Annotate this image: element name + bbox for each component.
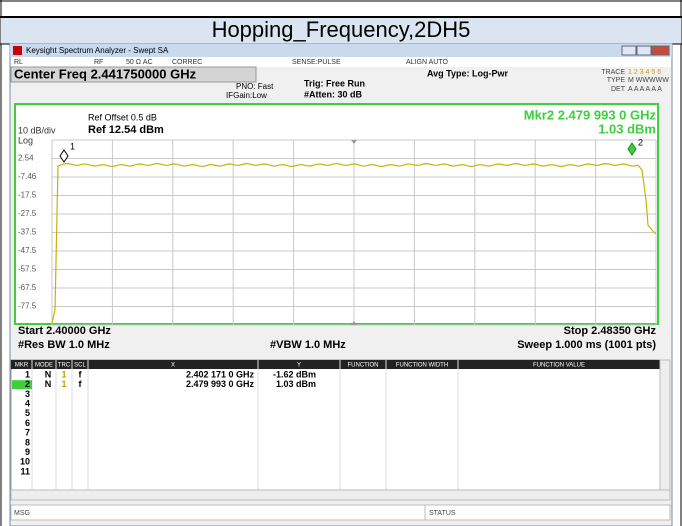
table-cell: 3 [25,389,30,399]
marker-2 [627,142,637,156]
vertical-scrollbar[interactable] [659,359,671,491]
column-header: MKR [15,363,29,369]
column-header: SCL [74,363,86,369]
close-button[interactable] [651,45,670,56]
y-axis-label: -77.5 [18,302,37,311]
horizontal-scrollbar[interactable] [10,489,671,501]
det-value: A A A A A A [628,86,662,93]
y-axis-label: 2.54 [18,154,34,163]
document-title: Hopping_Frequency,2DH5 [212,17,471,42]
table-cell: 2 [25,379,30,389]
scale: 10 dB/div [18,125,56,135]
log-label: Log [18,135,33,145]
marker-level: 1.03 dBm [598,121,656,136]
table-header [11,360,660,369]
table-cell: 5 [25,408,30,418]
y-axis-label: -27.5 [18,209,37,218]
table-cell: 6 [25,418,30,428]
ref-level: Ref 12.54 dBm [88,124,164,136]
det-label: DET [611,86,626,93]
table-cell: 4 [25,398,30,408]
trace-label: TRACE [601,69,625,76]
type-label: TYPE [607,77,626,84]
center-freq: Center Freq 2.441750000 GHz [14,66,197,81]
column-header: Y [297,363,301,369]
window-title: Keysight Spectrum Analyzer - Swept SA [26,46,169,55]
title-bar [10,44,672,57]
table-cell: 1 [61,369,66,379]
center-freq-box[interactable] [10,66,257,83]
y-axis-label: -17.5 [18,191,37,200]
trace-numbers: 1 2 3 4 5 6 [628,69,661,76]
status-item: RL [14,59,23,66]
column-header: TRC [58,363,71,369]
marker-2-label: 2 [638,137,643,147]
y-axis-label: -37.5 [18,228,37,237]
table-cell: f [79,369,83,379]
status-item: RF [94,59,103,66]
status-label: STATUS [429,510,456,517]
rbw: #Res BW 1.0 MHz [18,339,110,351]
table-cell: 2.402 171 0 GHz [186,369,255,379]
ifgain: IFGain:Low [226,91,267,100]
table-cell: -1.62 dBm [273,369,316,379]
column-header: FUNCTION VALUE [533,363,585,369]
y-axis-label: -67.5 [18,283,37,292]
column-header: X [171,363,175,369]
status-item: SENSE:PULSE [292,59,341,66]
ref-offset: Ref Offset 0.5 dB [88,112,157,122]
status-item: ALIGN AUTO [406,59,448,66]
selected-marker [12,380,32,390]
atten: #Atten: 30 dB [304,89,363,99]
sweep: Sweep 1.000 ms (1001 pts) [517,339,656,351]
header-cell [1,18,681,44]
message-bar [10,504,671,521]
table-cell: 2.479 993 0 GHz [186,379,255,389]
pno: PNO: Fast [236,82,274,91]
table-cell: f [79,379,83,389]
table-cell: 10 [20,457,30,467]
start-freq: Start 2.40000 GHz [18,325,111,337]
marker-freq: Mkr2 2.479 993 0 GHz [524,107,657,122]
table-cell: 8 [25,437,30,447]
y-axis-label: -7.46 [18,172,37,181]
column-header: FUNCTION WIDTH [396,363,448,369]
table-cell: N [45,369,52,379]
table-cell: N [45,379,52,389]
vbw: #VBW 1.0 MHz [270,339,346,351]
table-cell: 1 [61,379,66,389]
type-value: M WWWWW [628,77,669,84]
status-item: CORREC [172,59,202,66]
table-cell: 11 [20,466,30,476]
column-header: MODE [35,363,53,369]
stop-freq: Stop 2.48350 GHz [564,325,657,337]
trig: Trig: Free Run [304,78,365,88]
avg-type: Avg Type: Log-Pwr [427,68,508,78]
table-cell: 9 [25,447,30,457]
app-icon [13,46,22,55]
y-axis-label: -57.5 [18,265,37,274]
msg-label: MSG [14,510,30,517]
maximize-button[interactable] [636,45,652,56]
y-axis-label: -47.5 [18,246,37,255]
marker-1-label: 1 [70,141,75,151]
column-header: FUNCTION [348,363,379,369]
minimize-button[interactable] [621,45,637,56]
table-cell: 7 [25,428,30,438]
status-item: 50 Ω AC [126,59,153,66]
table-cell: 1.03 dBm [276,379,316,389]
trace [51,162,657,324]
marker-table [10,359,661,491]
status-row [11,57,671,67]
table-cell: 1 [25,369,30,379]
marker-1 [59,149,69,163]
